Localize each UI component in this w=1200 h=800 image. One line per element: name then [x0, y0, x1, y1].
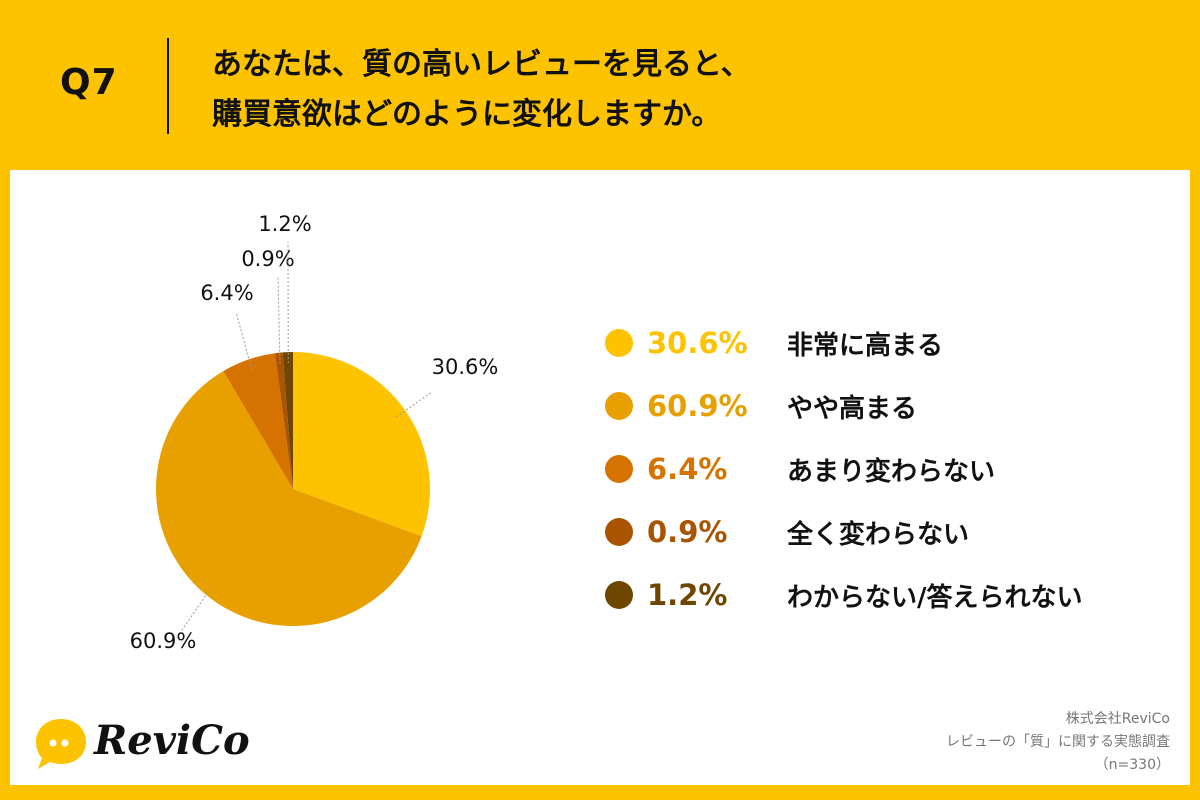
pie-slice-somewhat-high — [156, 371, 422, 626]
legend-label: 全く変わらない — [787, 519, 970, 550]
revico-logo: ReviCo — [32, 715, 262, 779]
legend-item-somewhat-high: 60.9% やや高まる — [605, 386, 917, 426]
chart-panel: 30.6% 60.9% 6.4% 0.9% 1.2% 30.6% 非常に高まる 60.9… — [10, 170, 1190, 785]
legend-item-no-change: 0.9% 全く変わらない — [605, 512, 969, 552]
legend-swatch — [605, 581, 633, 609]
header-divider — [167, 38, 169, 134]
pie-slice-not-much — [223, 353, 293, 489]
leader-line-very-high — [396, 391, 433, 418]
legend-label: やや高まる — [787, 393, 918, 424]
legend-percent: 30.6% — [647, 326, 748, 360]
legend-percent: 0.9% — [647, 515, 728, 549]
legend-percent: 60.9% — [647, 389, 748, 423]
source-sample-size: （n=330） — [1094, 757, 1170, 773]
question-title: あなたは、質の高いレビューを見ると、 購買意欲はどのように変化しますか。 — [212, 40, 751, 140]
logo-text: ReviCo — [94, 717, 250, 764]
data-label-very-high: 30.6% — [432, 355, 499, 379]
data-label-somewhat-high: 60.9% — [130, 629, 197, 653]
source-note: 株式会社ReviCo レビューの「質」に関する実態調査 （n=330） — [946, 708, 1170, 777]
pie-chart: 30.6% 60.9% 6.4% 0.9% 1.2% — [130, 212, 499, 653]
legend-label: あまり変わらない — [787, 456, 996, 487]
legend-percent: 6.4% — [647, 452, 728, 486]
legend-swatch — [605, 518, 633, 546]
speech-bubble-icon — [36, 719, 86, 769]
legend-item-dont-know: 1.2% わからない/答えられない — [605, 575, 1083, 615]
source-survey: レビューの「質」に関する実態調査 — [946, 734, 1170, 750]
leader-line-no-change — [277, 275, 281, 364]
pie-slice-dont-know — [282, 352, 293, 489]
data-label-not-much: 6.4% — [200, 281, 253, 305]
legend-label: わからない/答えられない — [787, 582, 1083, 613]
legend-item-not-much: 6.4% あまり変わらない — [605, 449, 995, 489]
legend-swatch — [605, 455, 633, 483]
leader-line-somewhat-high — [181, 585, 213, 631]
legend-label: 非常に高まる — [787, 330, 944, 361]
question-number: Q7 — [60, 62, 118, 103]
question-title-line-2: 購買意欲はどのように変化しますか。 — [212, 97, 722, 132]
legend-swatch — [605, 392, 633, 420]
pie-slice-no-change — [274, 352, 293, 489]
data-label-dont-know: 1.2% — [258, 212, 311, 236]
legend-swatch — [605, 329, 633, 357]
legend-item-very-high: 30.6% 非常に高まる — [605, 323, 943, 363]
question-title-line-1: あなたは、質の高いレビューを見ると、 — [212, 47, 751, 82]
pie-slice-very-high — [293, 352, 431, 537]
legend-percent: 1.2% — [647, 578, 728, 612]
source-company: 株式会社ReviCo — [1065, 711, 1170, 727]
data-label-no-change: 0.9% — [241, 247, 294, 271]
